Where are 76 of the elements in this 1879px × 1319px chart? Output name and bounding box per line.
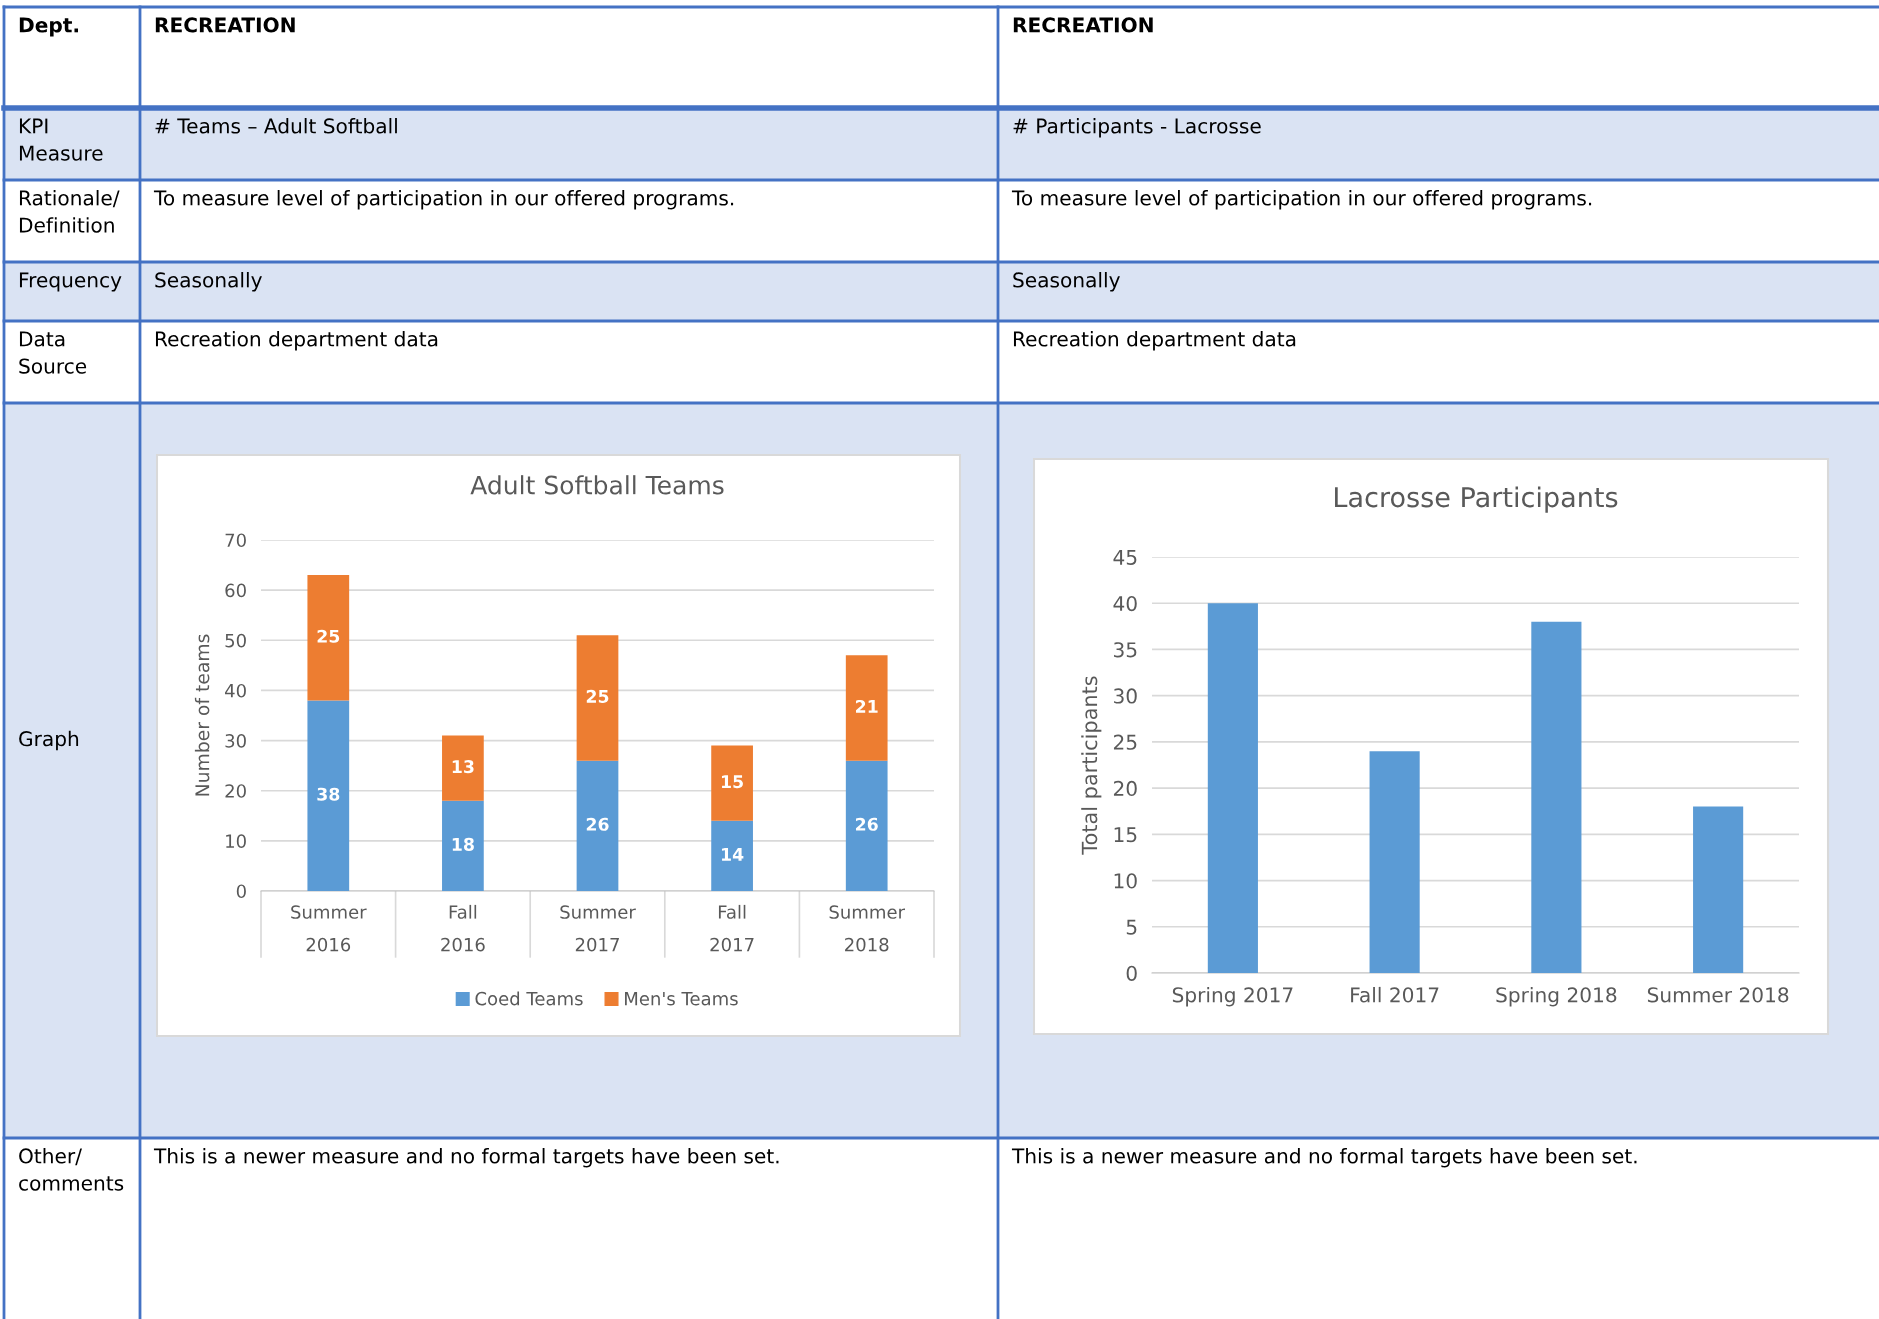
x-tick-label: Spring 2017 [1172,986,1293,1007]
bar [576,635,619,761]
y-tick-label: 25 [1113,734,1137,750]
y-tick-label: 40 [225,683,246,698]
y-tick-label: 70 [225,533,246,548]
data-label: 18 [452,837,474,851]
text: # Teams – Adult Softball [155,118,397,134]
x-tick-label: Summer 2018 [1647,987,1789,1003]
y-tick-label: 50 [225,633,246,648]
data-label: 25 [317,629,340,643]
text: Data Source [19,331,87,374]
text: This is a newer measure and no formal targets have been set. [153,1148,779,1168]
text: This is a newer measure and no formal targets have been set. [1011,1148,1637,1168]
y-tick-label: 30 [225,734,246,748]
y-axis-title: Total participants [1081,676,1102,855]
text: RECREATION [155,17,295,33]
text: KPI Measure [19,118,103,161]
x-tick-label: Spring 2018 [1496,986,1617,1007]
data-label: 13 [452,760,474,774]
y-tick-label: 10 [1114,873,1137,889]
y-tick-label: 15 [1114,827,1137,843]
chart-title: Adult Softball Teams [470,475,724,495]
y-tick-label: 45 [1113,549,1137,565]
text: Other/ comments [19,1148,124,1191]
text: RECREATION [1013,17,1153,33]
x-tick-label: Summer 2017 [560,905,636,952]
y-axis-title: Number of teams [194,634,210,796]
x-tick-label: Fall 2017 [710,904,754,952]
bar [307,575,350,701]
x-tick-label: Summer 2018 [829,905,906,952]
text: Seasonally [155,272,262,292]
data-label: 26 [855,817,878,831]
data-label: 38 [317,787,340,801]
text: Recreation department data [155,331,438,351]
y-tick-label: 30 [1114,688,1137,704]
text: Recreation department data [1013,331,1296,351]
text: Seasonally [1013,272,1120,292]
legend-label: Coed Teams [475,991,583,1006]
chart-title: Lacrosse Participants [1335,486,1618,513]
y-tick-label: 35 [1114,642,1137,658]
y-tick-label: 60 [225,583,246,598]
bar [1369,751,1420,973]
legend-label: Men's Teams [625,992,738,1006]
y-tick-label: 0 [236,884,246,899]
bar [576,760,619,891]
x-tick-label: Fall 2016 [441,904,485,952]
bar [442,800,484,891]
x-tick-label: Fall 2017 [1351,986,1439,1003]
bar [845,655,888,761]
text: Rationale/ Definition [19,190,120,233]
bar [307,700,350,891]
x-tick-label: Summer 2016 [291,905,367,952]
data-label: 21 [855,699,878,713]
data-label: 25 [586,689,609,703]
bar [711,745,753,821]
bar [1207,603,1258,973]
y-tick-label: 40 [1113,595,1137,612]
text: # Participants - Lacrosse [1013,118,1261,138]
text: To measure level of participation in our offered programs. [153,190,734,210]
bar [442,735,484,801]
bar [1531,621,1582,973]
y-tick-label: 5 [1126,919,1137,935]
y-tick-label: 0 [1126,965,1137,981]
bar [845,760,888,891]
text: To measure level of participation in our offered programs. [1011,190,1592,210]
text: Frequency [19,272,122,292]
bar [1693,806,1744,973]
data-label: 26 [586,817,609,831]
bar [711,820,753,891]
y-tick-label: 20 [1113,780,1137,797]
data-label: 14 [721,848,744,861]
text: Graph [19,730,79,751]
data-label: 15 [721,775,743,789]
y-tick-label: 20 [225,784,246,798]
y-tick-label: 10 [226,834,246,848]
text: Dept. [19,17,79,37]
